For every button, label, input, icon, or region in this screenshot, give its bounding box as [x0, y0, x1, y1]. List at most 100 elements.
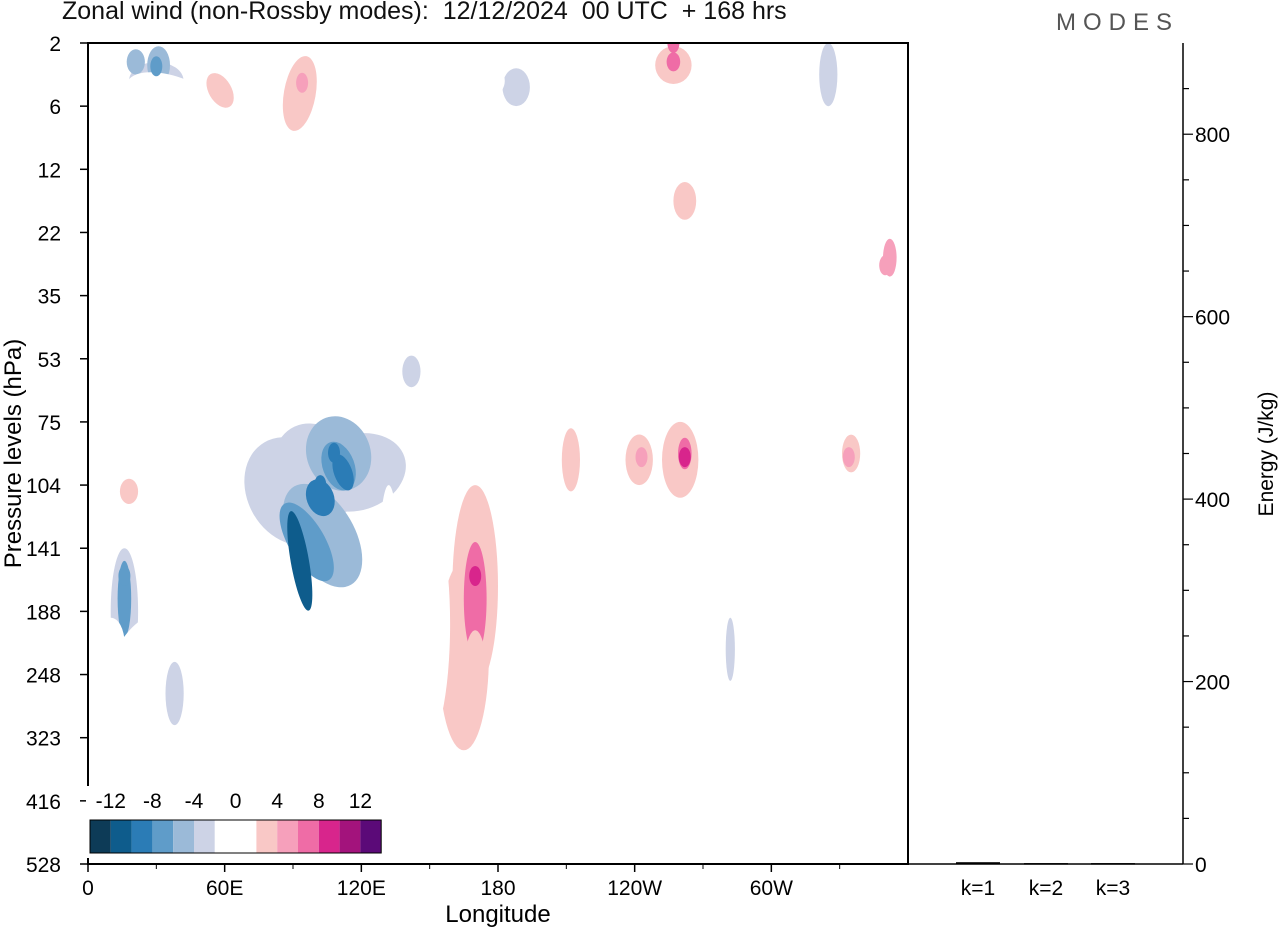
colorbar-swatch — [90, 820, 111, 853]
contour-blob — [575, 718, 603, 782]
wind-field-contours — [88, 43, 904, 864]
colorbar-swatch — [173, 820, 194, 853]
contour-blob — [463, 542, 487, 656]
wind-extreme-mark — [150, 56, 163, 77]
colorbar-swatch — [318, 820, 340, 853]
contour-blob — [766, 374, 786, 419]
colorbar-label: -12 — [96, 790, 126, 813]
contour-blob — [666, 52, 681, 72]
colorbar-swatch — [277, 820, 298, 853]
colorbar-label: 0 — [230, 790, 242, 813]
y-tick-label: 416 — [26, 791, 61, 814]
energy-bar — [1091, 863, 1135, 865]
contour-blob — [682, 150, 747, 315]
contour-blob — [643, 788, 662, 864]
contour-blob — [798, 769, 817, 864]
contour-blob — [395, 497, 451, 751]
modes-logo: MODES — [1056, 9, 1180, 36]
contour-blob — [744, 43, 790, 113]
colorbar: -12 -8 -4 0 4 8 12 — [86, 786, 384, 858]
contour-blob — [625, 649, 644, 776]
contour-blob — [144, 361, 250, 432]
y-tick-label: 35 — [38, 286, 61, 309]
contour-blob — [331, 343, 428, 412]
x-axis-label: Longitude — [445, 901, 550, 928]
y-tick-label: 22 — [38, 222, 61, 245]
y-tick-label: 248 — [26, 665, 61, 688]
energy-tick-label: 200 — [1195, 672, 1230, 695]
contour-blob — [92, 232, 98, 283]
contour-blob — [106, 437, 161, 508]
contour-blob — [345, 219, 369, 309]
y-tick-label: 528 — [26, 854, 61, 877]
energy-tick-label: 400 — [1195, 489, 1230, 512]
colorbar-swatch — [256, 820, 278, 853]
wind-extreme-mark — [635, 447, 648, 468]
contour-blob — [443, 238, 453, 264]
contour-blob — [332, 454, 354, 491]
x-tick-label: 120E — [337, 877, 386, 900]
wind-extreme-mark — [118, 566, 131, 586]
x-tick-label: 60W — [750, 877, 793, 900]
contour-blob — [372, 169, 396, 208]
contour-blob — [563, 148, 625, 203]
colorbar-label: 8 — [313, 790, 325, 813]
contour-blob — [282, 56, 317, 131]
contour-blob — [625, 346, 644, 384]
colorbar-label: -4 — [185, 790, 204, 813]
contour-blob — [206, 73, 234, 108]
contour-blob — [90, 61, 109, 189]
y-tick-label: 12 — [38, 159, 61, 182]
wind-extreme-mark — [879, 255, 892, 276]
colorbar-swatch — [152, 820, 174, 853]
contour-blob — [821, 718, 836, 770]
contour-blob — [422, 55, 505, 107]
wind-extreme-mark — [328, 442, 340, 463]
energy-tick-label: 0 — [1195, 854, 1207, 877]
wind-extreme-mark — [667, 43, 680, 53]
energy-axis-label: Energy (J/kg) — [1255, 392, 1278, 517]
contour-blob — [287, 511, 313, 611]
contour-blob — [504, 813, 519, 852]
contour-blob — [498, 624, 544, 789]
contour-blob — [402, 355, 421, 388]
contour-blob — [375, 813, 439, 864]
colorbar-swatch — [214, 820, 236, 853]
energy-tick-label: 800 — [1195, 124, 1230, 147]
contour-blob — [744, 118, 790, 170]
contour-blob — [252, 150, 280, 239]
x-tick-label: 0 — [82, 877, 94, 900]
contour-blob — [819, 43, 838, 107]
contour-blob — [848, 598, 868, 675]
contour-blob — [119, 478, 139, 504]
contour-blob — [234, 307, 316, 360]
contour-blob — [377, 485, 401, 713]
energy-bar — [956, 862, 1000, 864]
colorbar-frame — [89, 819, 382, 854]
wind-extreme-mark — [842, 447, 855, 468]
contour-blob — [400, 99, 469, 151]
colorbar-swatch — [110, 820, 132, 853]
energy-bar — [1024, 863, 1068, 865]
y-tick-label: 6 — [49, 96, 61, 119]
colorbar-label: 4 — [271, 790, 283, 813]
contour-blob — [774, 332, 837, 385]
y-tick-label: 2 — [49, 33, 61, 56]
colorbar-swatch — [298, 820, 319, 853]
contour-blob — [422, 295, 437, 321]
colorbar-label: -8 — [143, 790, 162, 813]
colorbar-swatch — [131, 820, 153, 853]
contour-blob — [463, 630, 487, 719]
contour-blob — [725, 617, 735, 681]
contour-blob — [165, 661, 184, 726]
contour-blob — [475, 166, 512, 211]
contour-blob — [108, 80, 123, 208]
contour-blob — [97, 617, 125, 669]
colorbar-swatch — [339, 820, 361, 853]
y-tick-label: 188 — [26, 601, 61, 624]
contour-blob — [623, 80, 647, 145]
colorbar-label: 12 — [349, 790, 372, 813]
contour-blob — [502, 68, 530, 107]
wind-extreme-mark — [293, 538, 306, 559]
contour-blob — [830, 560, 849, 688]
